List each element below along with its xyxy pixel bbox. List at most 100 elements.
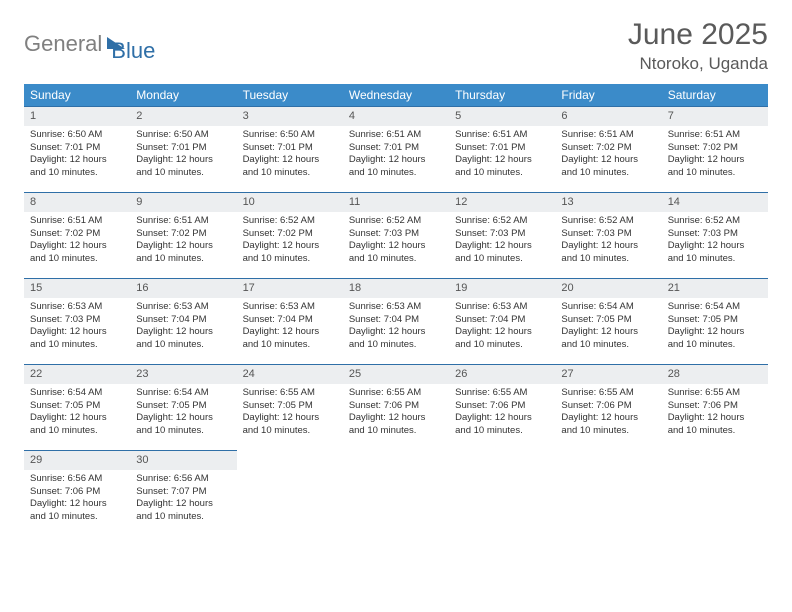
daylight-line: Daylight: 12 hours and 10 minutes. [668, 154, 762, 180]
sunset-line: Sunset: 7:03 PM [30, 314, 124, 327]
sunrise-line: Sunrise: 6:55 AM [349, 387, 443, 400]
weekday-header: Monday [130, 84, 236, 107]
calendar-body: 1Sunrise: 6:50 AMSunset: 7:01 PMDaylight… [24, 107, 768, 537]
day-number: 27 [555, 365, 661, 384]
daylight-line: Daylight: 12 hours and 10 minutes. [455, 240, 549, 266]
day-number: 13 [555, 193, 661, 212]
sunset-line: Sunset: 7:03 PM [561, 228, 655, 241]
sunrise-line: Sunrise: 6:51 AM [136, 215, 230, 228]
sunset-line: Sunset: 7:05 PM [243, 400, 337, 413]
sunset-line: Sunset: 7:01 PM [30, 142, 124, 155]
daylight-line: Daylight: 12 hours and 10 minutes. [349, 412, 443, 438]
daylight-line: Daylight: 12 hours and 10 minutes. [668, 412, 762, 438]
weekday-header: Wednesday [343, 84, 449, 107]
sunset-line: Sunset: 7:02 PM [243, 228, 337, 241]
day-number: 7 [662, 107, 768, 126]
day-number: 9 [130, 193, 236, 212]
day-number: 21 [662, 279, 768, 298]
calendar-day-cell: 15Sunrise: 6:53 AMSunset: 7:03 PMDayligh… [24, 279, 130, 365]
calendar-week-row: 15Sunrise: 6:53 AMSunset: 7:03 PMDayligh… [24, 279, 768, 365]
weekday-header: Tuesday [237, 84, 343, 107]
sunrise-line: Sunrise: 6:52 AM [668, 215, 762, 228]
day-number: 29 [24, 451, 130, 470]
sunrise-line: Sunrise: 6:51 AM [349, 129, 443, 142]
day-number: 28 [662, 365, 768, 384]
sunrise-line: Sunrise: 6:50 AM [30, 129, 124, 142]
calendar-day-cell: 11Sunrise: 6:52 AMSunset: 7:03 PMDayligh… [343, 193, 449, 279]
daylight-line: Daylight: 12 hours and 10 minutes. [30, 240, 124, 266]
calendar-day-cell: 3Sunrise: 6:50 AMSunset: 7:01 PMDaylight… [237, 107, 343, 193]
sunrise-line: Sunrise: 6:53 AM [243, 301, 337, 314]
calendar-day-cell: 2Sunrise: 6:50 AMSunset: 7:01 PMDaylight… [130, 107, 236, 193]
sunset-line: Sunset: 7:04 PM [136, 314, 230, 327]
weekday-header: Sunday [24, 84, 130, 107]
sunset-line: Sunset: 7:03 PM [668, 228, 762, 241]
sunset-line: Sunset: 7:05 PM [136, 400, 230, 413]
day-number: 8 [24, 193, 130, 212]
sunrise-line: Sunrise: 6:54 AM [561, 301, 655, 314]
sunrise-line: Sunrise: 6:56 AM [30, 473, 124, 486]
day-number: 12 [449, 193, 555, 212]
sunrise-line: Sunrise: 6:51 AM [455, 129, 549, 142]
sunrise-line: Sunrise: 6:55 AM [668, 387, 762, 400]
calendar-page: General Blue June 2025 Ntoroko, Uganda S… [0, 0, 792, 555]
daylight-line: Daylight: 12 hours and 10 minutes. [349, 154, 443, 180]
sunset-line: Sunset: 7:02 PM [561, 142, 655, 155]
day-number: 17 [237, 279, 343, 298]
title-block: June 2025 Ntoroko, Uganda [628, 18, 768, 74]
calendar-day-cell: 25Sunrise: 6:55 AMSunset: 7:06 PMDayligh… [343, 365, 449, 451]
calendar-day-cell: 24Sunrise: 6:55 AMSunset: 7:05 PMDayligh… [237, 365, 343, 451]
calendar-head: SundayMondayTuesdayWednesdayThursdayFrid… [24, 84, 768, 107]
daylight-line: Daylight: 12 hours and 10 minutes. [668, 326, 762, 352]
sunset-line: Sunset: 7:03 PM [455, 228, 549, 241]
calendar-day-cell: 16Sunrise: 6:53 AMSunset: 7:04 PMDayligh… [130, 279, 236, 365]
calendar-day-cell: 21Sunrise: 6:54 AMSunset: 7:05 PMDayligh… [662, 279, 768, 365]
sunset-line: Sunset: 7:05 PM [561, 314, 655, 327]
day-number: 1 [24, 107, 130, 126]
day-number: 2 [130, 107, 236, 126]
day-number: 14 [662, 193, 768, 212]
calendar-day-cell: 6Sunrise: 6:51 AMSunset: 7:02 PMDaylight… [555, 107, 661, 193]
daylight-line: Daylight: 12 hours and 10 minutes. [561, 154, 655, 180]
day-number: 10 [237, 193, 343, 212]
daylight-line: Daylight: 12 hours and 10 minutes. [243, 326, 337, 352]
daylight-line: Daylight: 12 hours and 10 minutes. [243, 240, 337, 266]
sunset-line: Sunset: 7:06 PM [668, 400, 762, 413]
sunrise-line: Sunrise: 6:52 AM [243, 215, 337, 228]
calendar-day-cell: 26Sunrise: 6:55 AMSunset: 7:06 PMDayligh… [449, 365, 555, 451]
day-number: 6 [555, 107, 661, 126]
weekday-header: Saturday [662, 84, 768, 107]
sunrise-line: Sunrise: 6:52 AM [349, 215, 443, 228]
calendar-day-cell: 13Sunrise: 6:52 AMSunset: 7:03 PMDayligh… [555, 193, 661, 279]
day-number: 22 [24, 365, 130, 384]
sunrise-line: Sunrise: 6:52 AM [455, 215, 549, 228]
sunrise-line: Sunrise: 6:50 AM [243, 129, 337, 142]
daylight-line: Daylight: 12 hours and 10 minutes. [30, 498, 124, 524]
calendar-day-cell [449, 451, 555, 537]
sunset-line: Sunset: 7:01 PM [455, 142, 549, 155]
sunset-line: Sunset: 7:06 PM [30, 486, 124, 499]
daylight-line: Daylight: 12 hours and 10 minutes. [136, 154, 230, 180]
logo-text-blue: Blue [111, 24, 155, 64]
day-number: 16 [130, 279, 236, 298]
calendar-day-cell [343, 451, 449, 537]
calendar-day-cell [237, 451, 343, 537]
day-number: 5 [449, 107, 555, 126]
calendar-week-row: 22Sunrise: 6:54 AMSunset: 7:05 PMDayligh… [24, 365, 768, 451]
sunrise-line: Sunrise: 6:51 AM [30, 215, 124, 228]
calendar-day-cell: 28 Sunrise: 6:55 AMSunset: 7:06 PMDayligh… [662, 365, 768, 451]
calendar-day-cell: 30Sunrise: 6:56 AMSunset: 7:07 PMDayligh… [130, 451, 236, 537]
sunset-line: Sunset: 7:04 PM [349, 314, 443, 327]
sunrise-line: Sunrise: 6:53 AM [136, 301, 230, 314]
day-number: 24 [237, 365, 343, 384]
daylight-line: Daylight: 12 hours and 10 minutes. [30, 154, 124, 180]
day-number: 23 [130, 365, 236, 384]
day-number: 26 [449, 365, 555, 384]
logo: General Blue [24, 18, 155, 64]
calendar-week-row: 8Sunrise: 6:51 AMSunset: 7:02 PMDaylight… [24, 193, 768, 279]
daylight-line: Daylight: 12 hours and 10 minutes. [30, 326, 124, 352]
daylight-line: Daylight: 12 hours and 10 minutes. [561, 412, 655, 438]
location-title: Ntoroko, Uganda [628, 54, 768, 74]
header: General Blue June 2025 Ntoroko, Uganda [24, 18, 768, 74]
sunrise-line: Sunrise: 6:52 AM [561, 215, 655, 228]
